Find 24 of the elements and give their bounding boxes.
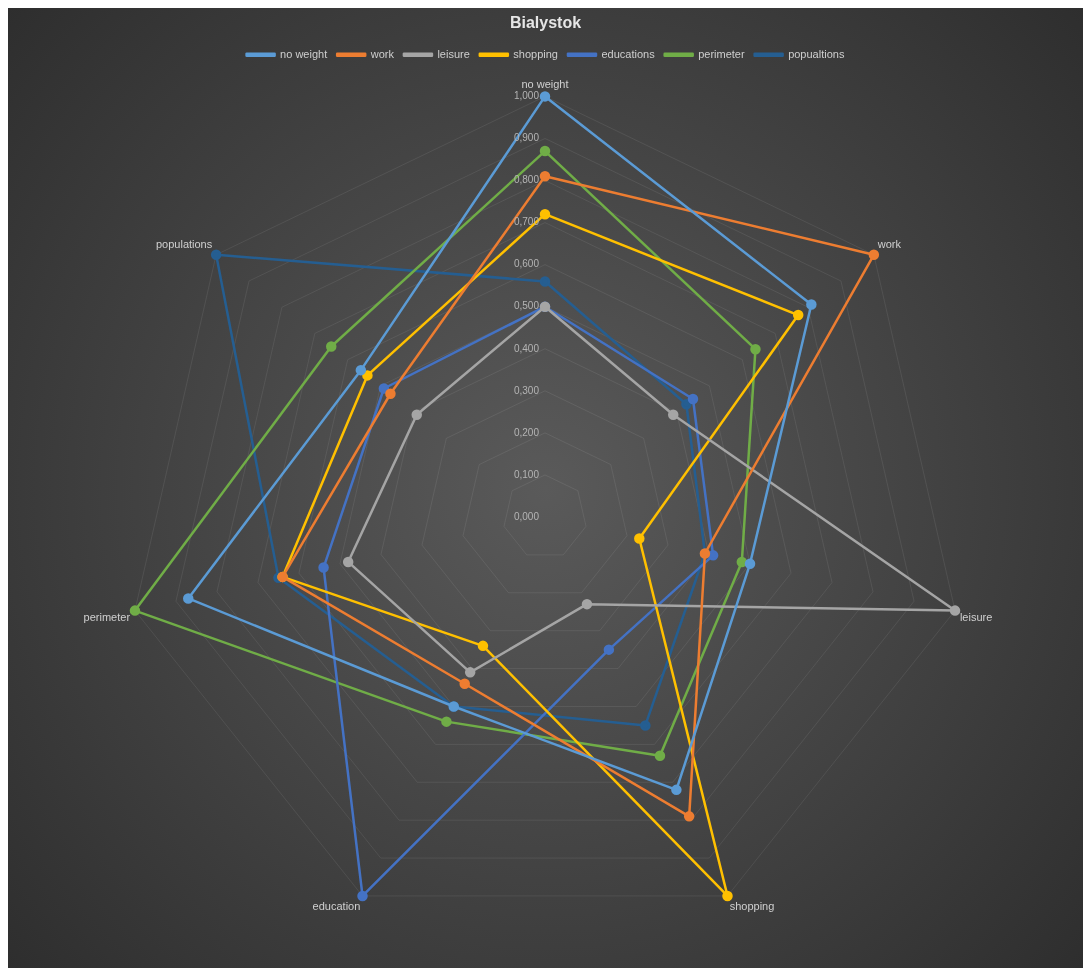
legend-label: popualtions [788,47,845,60]
y-tick-label: 0,300 [513,384,540,396]
spoke-label: populations [155,238,213,251]
y-tick-label: 0,800 [513,174,540,186]
legend-label: shopping [513,47,558,60]
y-tick-label: 0,100 [513,468,540,480]
legend-label: work [369,47,395,60]
y-tick-label: 0,600 [513,258,540,270]
y-tick-label: 0,500 [513,300,540,312]
legend-label: educations [601,47,656,60]
legend-label: no weight [280,47,328,60]
spoke-label: leisure [959,611,993,624]
legend-label: perimeter [698,47,745,60]
chart-title: Bialystok [509,14,582,32]
spoke-label: work [876,238,902,251]
y-tick-label: 0,000 [513,510,540,522]
y-tick-label: 1,000 [513,90,540,102]
spoke-label: education [312,900,361,913]
legend-label: leisure [437,47,470,60]
y-tick-label: 0,400 [513,342,540,354]
spoke-label: no weight [521,77,569,90]
spoke-label: shopping [729,900,775,913]
spoke-label: perimeter [83,611,131,624]
y-tick-label: 0,200 [513,426,540,438]
